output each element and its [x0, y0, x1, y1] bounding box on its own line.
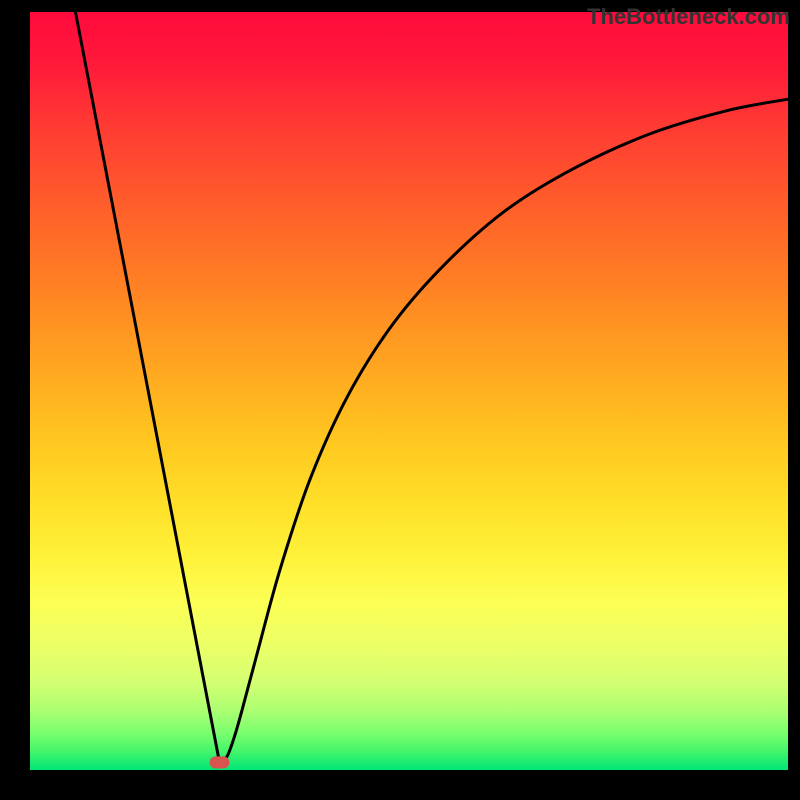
bottleneck-chart — [0, 0, 800, 800]
chart-container: TheBottleneck.com — [0, 0, 800, 800]
minimum-marker — [210, 756, 230, 768]
watermark-text: TheBottleneck.com — [587, 4, 790, 30]
